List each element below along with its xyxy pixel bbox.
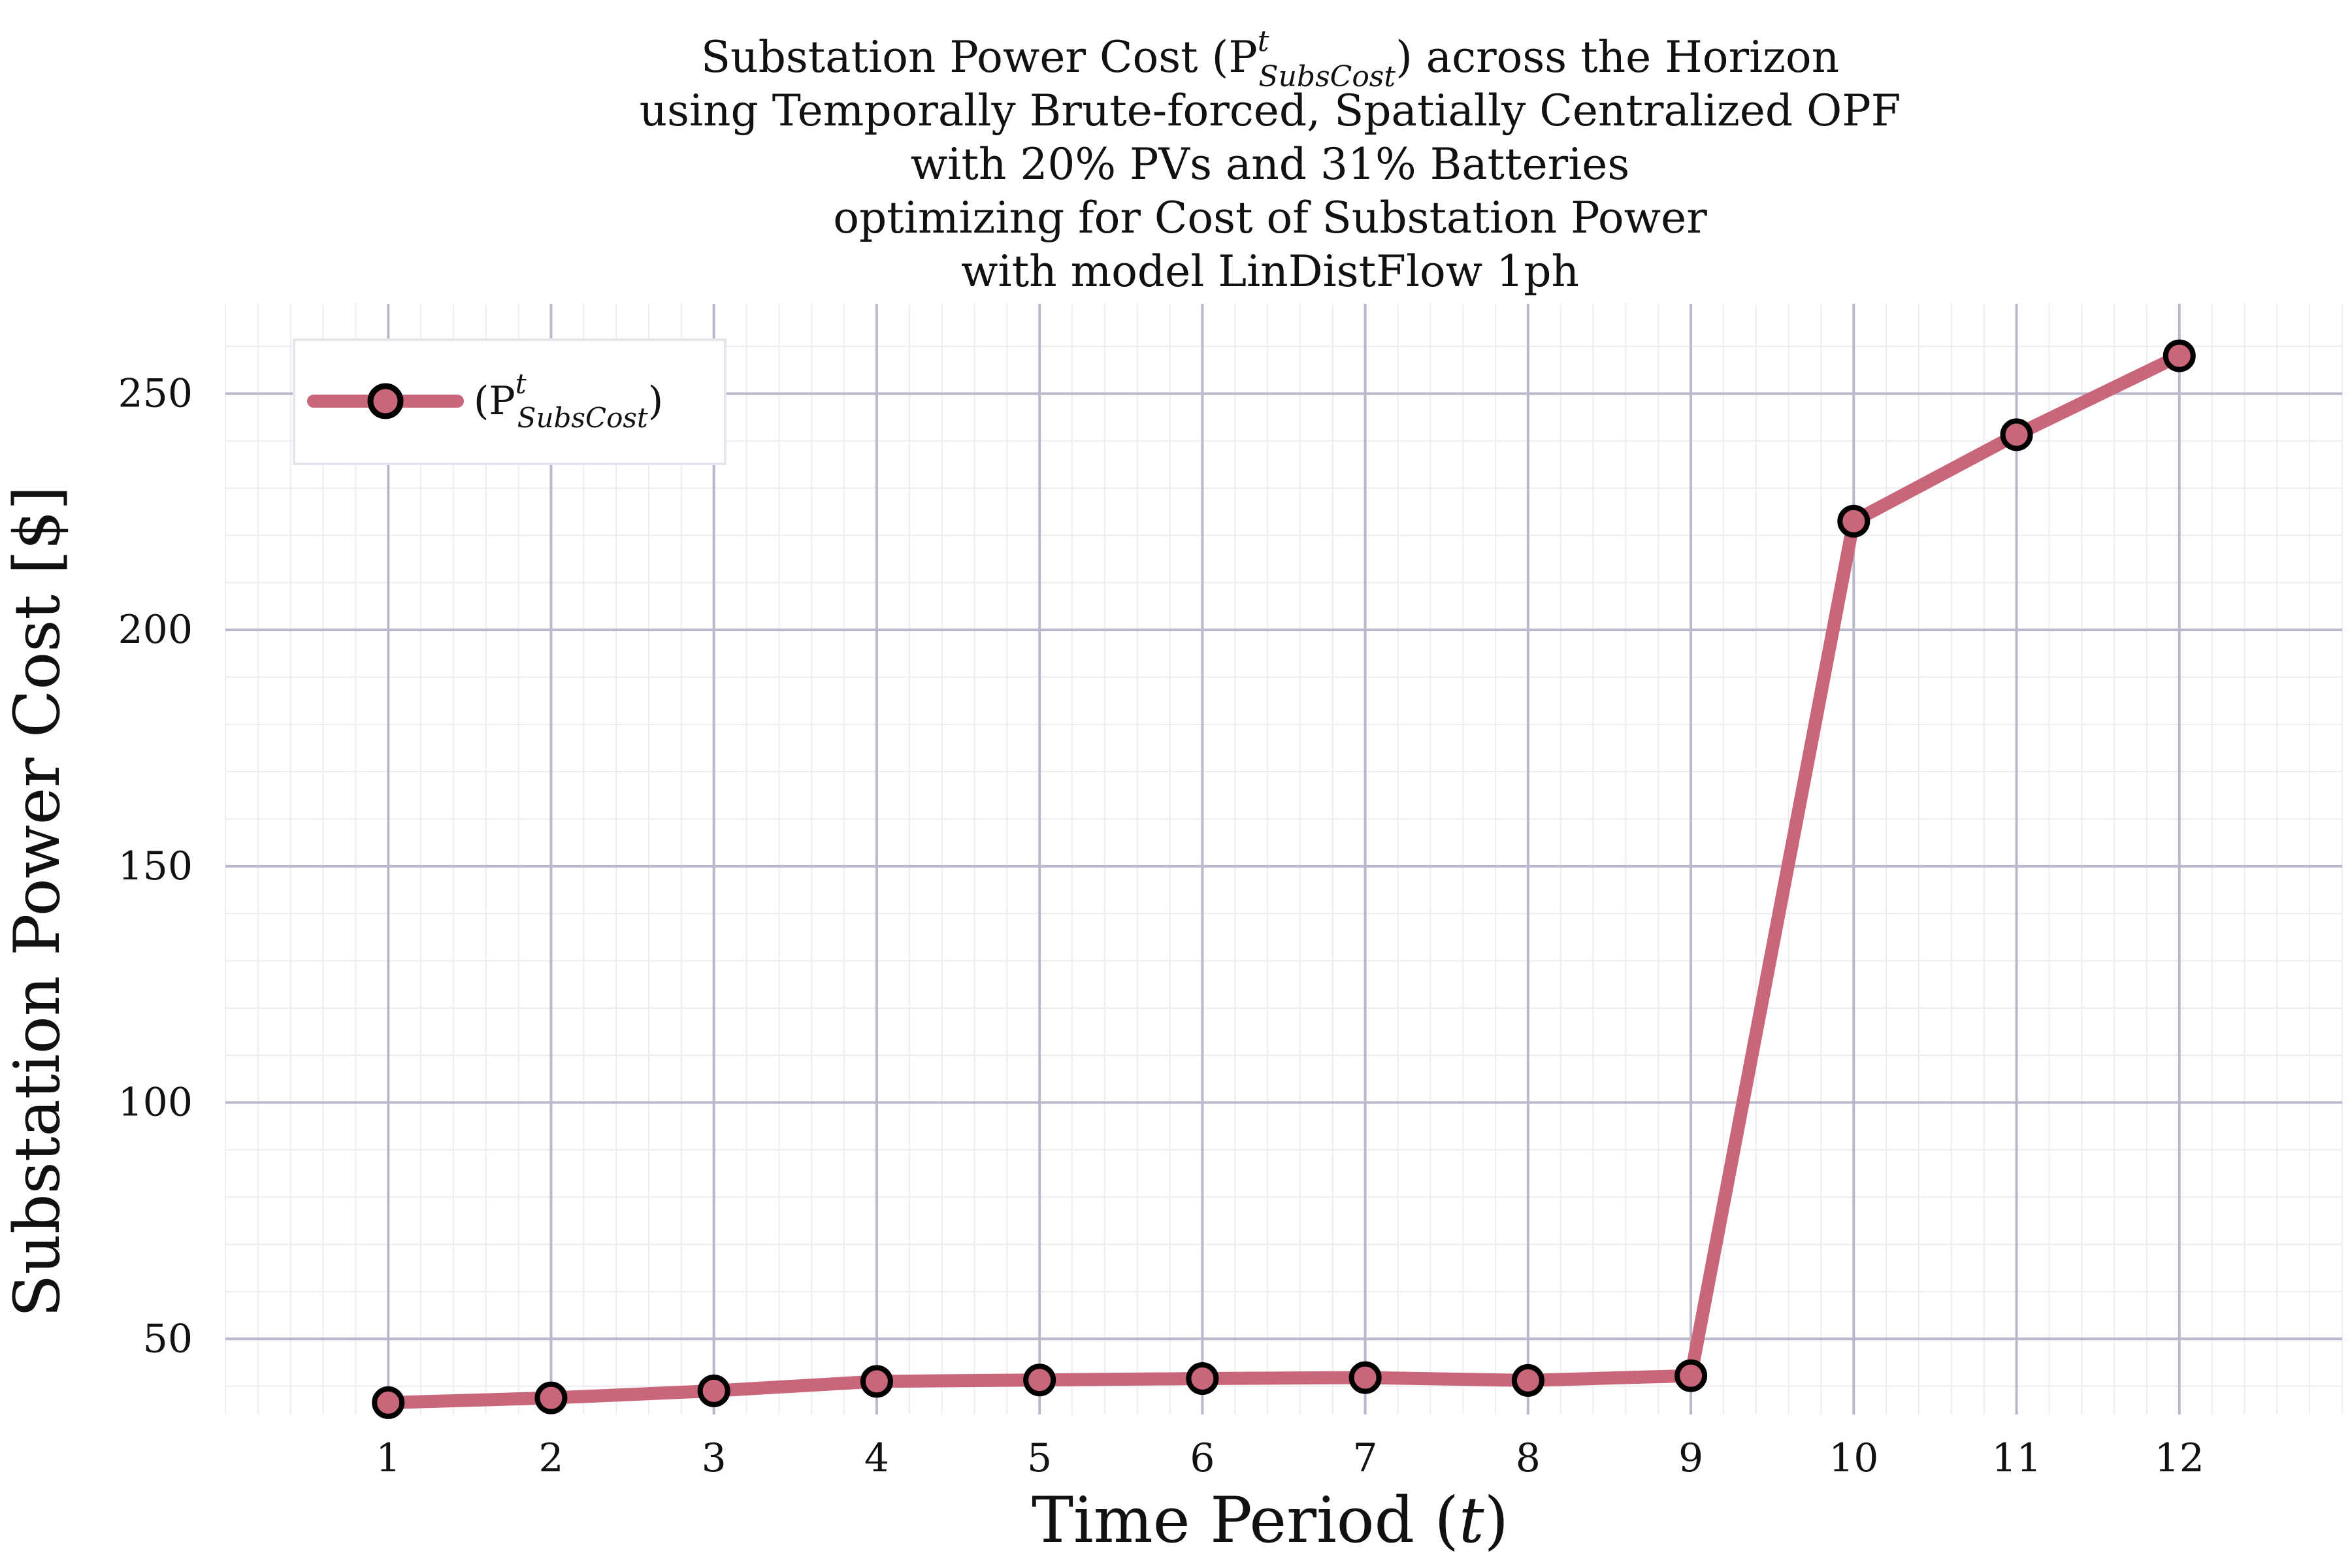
x-axis-label-var: t (1459, 1484, 1484, 1557)
x-tick-label: 7 (1353, 1435, 1378, 1481)
y-tick-label: 250 (118, 370, 193, 416)
title-line-5: with model LinDistFlow 1ph (961, 246, 1579, 297)
title-line-1-end: ) across the Horizon (1396, 32, 1839, 82)
x-tick-label: 10 (1829, 1435, 1878, 1481)
y-tick-label: 150 (118, 843, 193, 889)
x-tick-label: 2 (538, 1435, 563, 1481)
title-line-3: with 20% PVs and 31% Batteries (911, 139, 1630, 189)
data-point (863, 1367, 890, 1395)
legend: (Pt SubsCost) (294, 340, 725, 464)
title-symbol-superscript: t (1258, 25, 1269, 58)
x-tick-label: 1 (376, 1435, 400, 1481)
y-tick-label: 50 (143, 1316, 193, 1362)
data-point (2166, 342, 2193, 370)
x-tick-label: 6 (1190, 1435, 1215, 1481)
x-tick-label: 8 (1516, 1435, 1541, 1481)
data-point (1188, 1365, 1216, 1392)
title-line-2: using Temporally Brute-forced, Spatially… (640, 86, 1901, 136)
data-point (2003, 421, 2031, 448)
x-tick-label: 11 (1991, 1435, 2041, 1481)
y-axis-label: Substation Power Cost [$] (1, 485, 74, 1317)
x-axis-label-close: ) (1484, 1484, 1509, 1557)
data-point (1840, 508, 1867, 535)
data-point (1026, 1366, 1053, 1394)
x-tick-label: 5 (1027, 1435, 1052, 1481)
title-line-4: optimizing for Cost of Substation Power (833, 193, 1707, 243)
legend-entry-subscript: SubsCost (517, 402, 648, 434)
x-tick-label: 4 (864, 1435, 889, 1481)
x-tick-label: 3 (702, 1435, 727, 1481)
x-axis-label: Time Period (t) (1032, 1484, 1509, 1557)
data-point (1514, 1367, 1542, 1394)
legend-entry-open: (P (474, 378, 515, 424)
y-tick-label: 100 (118, 1080, 193, 1126)
data-point (1677, 1362, 1705, 1390)
legend-entry-close: ) (648, 378, 663, 424)
x-axis-label-text: Time Period ( (1032, 1484, 1459, 1557)
x-tick-label: 9 (1678, 1435, 1703, 1481)
data-point (374, 1389, 402, 1416)
x-tick-label: 12 (2155, 1435, 2204, 1481)
y-tick-label: 200 (118, 607, 193, 653)
title-line-1-start: Substation Power Cost (P (701, 32, 1258, 82)
data-point (537, 1384, 564, 1412)
legend-marker-sample (370, 386, 400, 416)
data-point (700, 1377, 728, 1405)
legend-entry-superscript: t (515, 368, 527, 400)
data-point (1352, 1364, 1379, 1392)
